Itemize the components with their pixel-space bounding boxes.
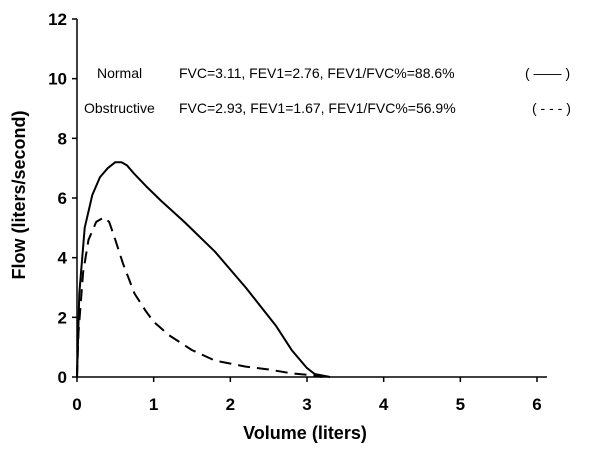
x-tick-label: 3 bbox=[302, 395, 311, 414]
y-tick-label: 4 bbox=[58, 249, 68, 268]
legend-label-obstructive: FVC=2.93, FEV1=1.67, FEV1/FVC%=56.9% bbox=[179, 100, 456, 116]
x-tick-label: 0 bbox=[72, 395, 81, 414]
x-tick-label: 2 bbox=[226, 395, 235, 414]
x-axis-title: Volume (liters) bbox=[243, 423, 367, 443]
y-tick-label: 6 bbox=[58, 189, 67, 208]
y-tick-label: 0 bbox=[58, 368, 67, 387]
series-line-obstructive bbox=[76, 216, 323, 378]
x-tick-label: 1 bbox=[149, 395, 158, 414]
series-layer bbox=[76, 161, 331, 378]
y-tick-label: 10 bbox=[48, 70, 67, 89]
y-tick-label: 2 bbox=[58, 308, 67, 327]
legend-sample-normal: ( —— ) bbox=[525, 65, 570, 81]
y-tick-label: 8 bbox=[58, 129, 67, 148]
legend-name-obstructive: Obstructive bbox=[84, 100, 155, 116]
legend: Normal FVC=3.11, FEV1=2.76, FEV1/FVC%=88.… bbox=[84, 65, 571, 116]
x-tick-label: 6 bbox=[532, 395, 541, 414]
legend-name-normal: Normal bbox=[97, 65, 142, 81]
y-tick-label: 12 bbox=[48, 10, 67, 29]
legend-sample-obstructive: ( - - - ) bbox=[532, 100, 571, 116]
legend-label-normal: FVC=3.11, FEV1=2.76, FEV1/FVC%=88.6% bbox=[179, 65, 455, 81]
x-tick-label: 5 bbox=[456, 395, 465, 414]
x-tick-label: 4 bbox=[379, 395, 389, 414]
y-axis-title: Flow (liters/second) bbox=[9, 110, 29, 279]
series-line-normal bbox=[76, 161, 331, 378]
